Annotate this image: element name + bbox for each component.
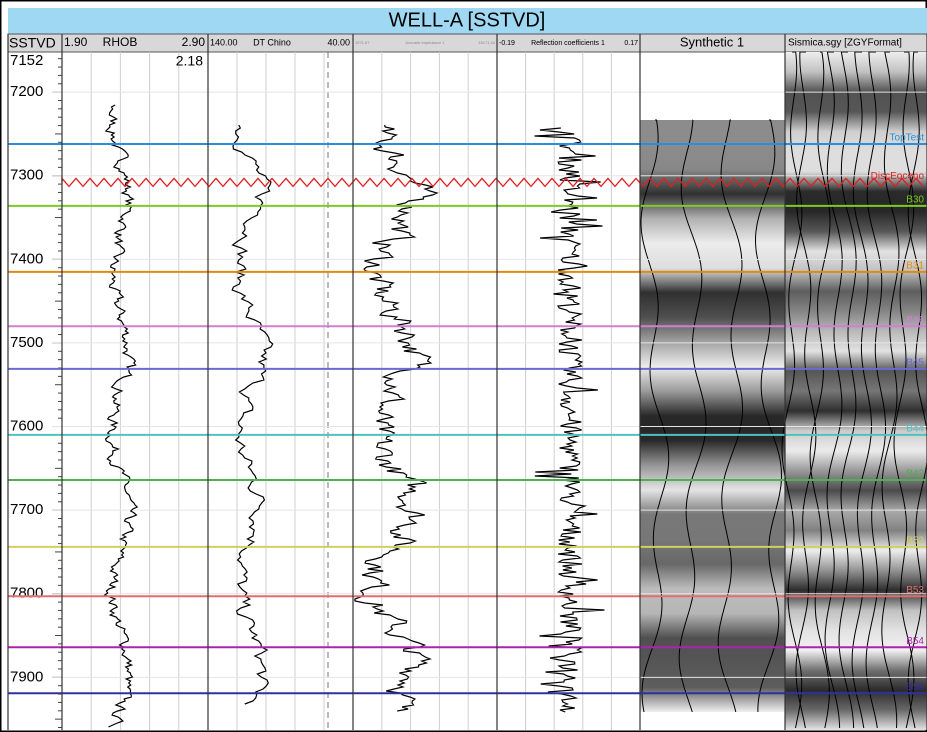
well-section: WELL-A [SSTVD] 7200 7300 7400 7500 7600 7700 7… [0,0,927,732]
synthetic-image [640,120,785,712]
horizon-label: B52 [906,536,924,547]
track-name: Acoustic impedance 1 [405,40,445,45]
depth-tick-label: 7200 [10,83,43,100]
depth-tick-label: 7900 [10,668,43,685]
track-max: 2.90 [182,35,206,49]
horizon-label: B54 [906,636,924,647]
track-min: 1571.67 [355,40,370,45]
track-name: Sismica.sgy [ZGYFormat] [788,38,902,49]
title: WELL-A [SSTVD] [389,9,546,31]
track-min: -0.19 [499,40,515,47]
track-max: 15171.44 [478,40,495,45]
horizon-label: B45 [906,357,924,368]
horizon-label: B44 [906,424,924,435]
horizon-label: B31 [906,261,924,272]
depth-tick-label: 7800 [10,585,43,602]
horizon-label: B53 [906,585,924,596]
track-name: Synthetic 1 [680,34,744,49]
track-name: DT Chino [253,37,291,47]
depth-tick-label: 7400 [10,250,43,267]
depth-tick-label: 7700 [10,501,43,518]
track-max: 40.00 [327,37,350,47]
depth-header: SSTVD [9,35,56,51]
depth-tick-label: 7500 [10,334,43,351]
track-name: Reflection coefficients 1 [531,40,605,47]
track-name: RHOB [103,35,138,49]
track-min: 1.90 [64,35,88,49]
track-max: 0.17 [624,40,638,47]
horizon-label: B46 [906,315,924,326]
depth-top-label: 7152 [10,52,43,69]
track-min: 140.00 [210,37,238,47]
horizon-label: TopTest [890,133,925,144]
horizon-label: B58 [906,682,924,693]
horizon-label: B42 [906,469,924,480]
horizon-label: B30 [906,194,924,205]
depth-tick-label: 7300 [10,167,43,184]
horizon-label: DiscEoceno [871,171,925,182]
track-readout: 2.18 [176,53,203,69]
depth-tick-label: 7600 [10,417,43,434]
